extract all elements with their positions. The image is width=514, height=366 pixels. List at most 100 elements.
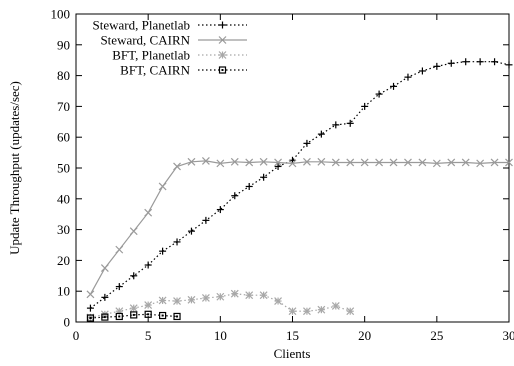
data-point: [476, 159, 485, 168]
y-tick-label: 80: [57, 68, 70, 83]
legend-marker: [218, 51, 227, 59]
data-point: [317, 305, 326, 314]
data-point: [317, 157, 326, 166]
data-point: [303, 139, 311, 147]
data-point: [130, 272, 138, 280]
data-point: [100, 264, 109, 273]
data-point: [101, 313, 109, 321]
y-tick-label: 40: [57, 191, 70, 206]
data-point: [115, 283, 123, 291]
legend-item: Steward, CAIRN: [100, 33, 247, 48]
data-point: [375, 158, 384, 167]
data-point: [490, 158, 499, 167]
data-point: [505, 158, 513, 167]
data-point: [447, 59, 455, 67]
series-4: [86, 310, 181, 322]
data-point: [230, 157, 239, 166]
data-point: [317, 130, 325, 138]
data-point: [476, 58, 484, 66]
data-point: [216, 206, 224, 214]
data-point: [332, 121, 340, 129]
data-point: [216, 292, 225, 301]
data-point: [404, 158, 412, 167]
data-point: [462, 58, 470, 66]
series-line: [90, 61, 510, 309]
data-point: [216, 159, 225, 168]
data-point: [144, 310, 152, 318]
data-point: [259, 291, 268, 300]
data-point: [288, 159, 297, 168]
data-point: [144, 301, 153, 309]
y-axis-label: Update Throughput (updates/sec): [7, 81, 22, 255]
data-point: [274, 297, 282, 305]
data-point: [346, 119, 354, 127]
series-line: [89, 160, 509, 295]
data-point: [418, 67, 426, 75]
legend-marker: [218, 66, 227, 74]
data-point: [245, 158, 254, 167]
data-point: [173, 297, 181, 305]
data-point: [331, 302, 340, 310]
data-point: [144, 261, 152, 269]
data-point: [447, 158, 456, 167]
data-point: [433, 62, 441, 70]
data-point: [159, 311, 167, 320]
data-point: [230, 289, 239, 298]
data-point: [404, 73, 412, 81]
legend-item: Steward, Planetlab: [93, 18, 247, 33]
data-point: [491, 58, 499, 66]
y-tick-label: 30: [57, 222, 70, 237]
data-point: [129, 227, 138, 236]
data-point: [231, 192, 239, 200]
data-point: [390, 82, 398, 90]
axis-ticks: 0 5 10 15 20 25 30 0 10 20 30 40 50 60 70 80 90 100: [51, 7, 514, 344]
data-point: [288, 307, 297, 316]
data-point: [173, 162, 181, 171]
data-point: [202, 216, 210, 224]
data-point: [505, 61, 513, 69]
data-point: [346, 158, 355, 167]
data-point: [187, 157, 196, 166]
y-tick-label: 60: [57, 130, 70, 145]
legend-label: Steward, Planetlab: [93, 18, 190, 33]
series-1: [86, 58, 513, 312]
x-tick-label: 25: [430, 328, 443, 343]
x-tick-label: 5: [145, 328, 152, 343]
x-tick-label: 30: [503, 328, 514, 343]
data-point: [159, 247, 167, 255]
data-point: [361, 102, 369, 110]
x-tick-label: 20: [358, 328, 371, 343]
y-tick-label: 100: [51, 7, 71, 22]
series-layer: [86, 58, 513, 322]
data-point: [201, 156, 210, 165]
y-tick-label: 70: [57, 99, 70, 114]
data-point: [115, 312, 123, 321]
data-point: [418, 158, 427, 167]
data-point: [461, 158, 470, 167]
legend-label: BFT, CAIRN: [120, 63, 190, 78]
data-point: [259, 157, 268, 166]
data-point: [245, 182, 253, 190]
data-point: [375, 90, 383, 98]
legend-item: BFT, CAIRN: [120, 63, 247, 78]
data-point: [274, 158, 282, 167]
data-point: [360, 158, 369, 167]
x-tick-label: 0: [73, 328, 80, 343]
data-point: [173, 238, 181, 246]
data-point: [158, 182, 167, 191]
data-point: [86, 290, 95, 299]
data-point: [187, 227, 195, 235]
x-tick-label: 15: [286, 328, 299, 343]
y-tick-label: 50: [57, 161, 70, 176]
data-point: [86, 314, 95, 322]
data-point: [187, 295, 196, 304]
legend-label: Steward, CAIRN: [100, 33, 190, 48]
data-point: [86, 304, 94, 312]
data-point: [144, 208, 153, 217]
series-2: [86, 156, 513, 299]
data-point: [158, 296, 167, 305]
y-tick-label: 20: [57, 253, 70, 268]
data-point: [346, 307, 355, 316]
